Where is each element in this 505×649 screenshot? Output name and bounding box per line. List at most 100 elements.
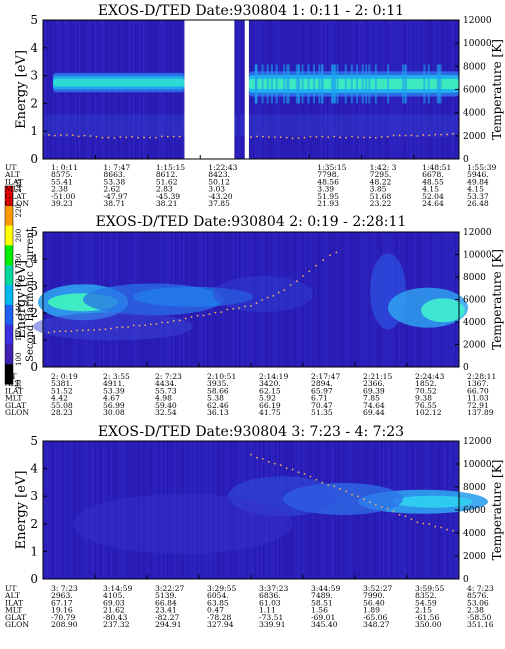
- table-cell: 350.00: [415, 620, 442, 629]
- table-cell: 39.23: [51, 199, 73, 208]
- temperature-point: [277, 291, 280, 294]
- table-cell: 5.38: [207, 394, 224, 403]
- table-cell: 51.62: [156, 177, 178, 186]
- heatmap-texture: [367, 232, 368, 367]
- table-cell: 69.39: [363, 386, 385, 395]
- heatmap-cell: [421, 298, 465, 323]
- temperature-point: [335, 251, 338, 254]
- temperature-point: [214, 311, 217, 314]
- heatmap-texture: [241, 20, 242, 159]
- table-cell: 102.12: [415, 408, 442, 417]
- heatmap-texture: [253, 232, 254, 367]
- temperature-point: [452, 132, 454, 135]
- table-cell: 51.52: [51, 386, 73, 395]
- temperature-point: [250, 453, 252, 456]
- table-cell: 2: 0:19: [51, 372, 78, 381]
- table-cell: 55.73: [155, 386, 177, 395]
- colorbar-segment: [5, 285, 13, 306]
- y-tick-label: 3: [30, 279, 38, 293]
- temperature-point: [339, 487, 342, 490]
- temperature-trace: [42, 132, 454, 140]
- temperature-point: [184, 317, 187, 320]
- y-tick-label: 3: [30, 69, 38, 83]
- table-row-label: MLT: [5, 185, 22, 194]
- temperature-point: [315, 136, 318, 138]
- temperature-point: [95, 135, 98, 138]
- temperature-point: [64, 330, 67, 333]
- temperature-point: [345, 137, 347, 139]
- table-cell: 66.70: [467, 386, 489, 395]
- table-row-label: GLON: [5, 199, 29, 208]
- table-cell: 2963.: [51, 591, 73, 600]
- table-cell: 4.67: [103, 394, 120, 403]
- temperature-point: [273, 136, 276, 139]
- table-cell: 2894.: [311, 379, 333, 388]
- table-cell: 6.71: [311, 394, 328, 403]
- heatmap-cell: [331, 64, 334, 104]
- heatmap-texture: [67, 441, 68, 579]
- y2-tick-label: 10000: [463, 251, 492, 261]
- heatmap-texture: [333, 232, 334, 367]
- temperature-point: [386, 135, 389, 138]
- table-cell: -78.28: [207, 613, 231, 622]
- temperature-point: [308, 270, 311, 273]
- table-cell: 5.92: [259, 394, 276, 403]
- y-axis-label: Energy [eV]: [14, 260, 29, 339]
- table-cell: 5946.: [467, 170, 489, 179]
- y-tick-label: 0: [30, 360, 38, 374]
- heatmap-texture: [279, 232, 280, 367]
- temperature-trace: [250, 453, 454, 532]
- table-cell: 53.06: [467, 598, 489, 607]
- table-cell: 8575.: [51, 170, 73, 179]
- temperature-point: [272, 294, 275, 297]
- table-cell: 4105.: [103, 591, 125, 600]
- temperature-point: [98, 328, 101, 331]
- y2-tick-label: 12000: [463, 437, 492, 447]
- temperature-point: [285, 136, 288, 139]
- y2-tick-label: 6000: [463, 296, 486, 306]
- temperature-point: [357, 495, 359, 498]
- table-cell: 4.15: [422, 185, 439, 194]
- table-cell: 8663.: [103, 170, 125, 179]
- heatmap-cell: [374, 64, 377, 104]
- colorbar-tick-label: 120: [15, 328, 23, 341]
- heatmap-texture: [83, 441, 84, 579]
- heatmap-cell: [270, 64, 273, 104]
- temperature-point: [261, 299, 263, 301]
- heatmap-texture: [63, 441, 64, 579]
- table-cell: 7295.: [370, 170, 392, 179]
- table-cell: 1:42: 3: [370, 163, 397, 172]
- temperature-point: [267, 136, 270, 139]
- table-cell: 2.38: [51, 185, 68, 194]
- temperature-point: [351, 135, 353, 138]
- temperature-point: [261, 135, 264, 138]
- y-tick-label: 4: [30, 41, 38, 55]
- colorbar-label: Second Harmonic Current: [25, 228, 36, 362]
- temperature-point: [295, 280, 298, 283]
- temperature-point: [329, 254, 331, 257]
- table-cell: 1:35:15: [317, 163, 346, 172]
- table-cell: 48.22: [370, 177, 392, 186]
- heatmap-texture: [75, 441, 76, 579]
- heatmap-texture: [51, 20, 52, 159]
- temperature-point: [160, 135, 163, 138]
- temperature-point: [309, 475, 312, 478]
- heatmap-cell: [313, 64, 316, 104]
- table-cell: -43.20: [208, 192, 232, 201]
- panel-title: EXOS-D/TED Date:930804 1: 0:11 - 2: 0:11: [98, 3, 404, 19]
- temperature-point: [380, 136, 383, 138]
- heatmap-texture: [267, 232, 268, 367]
- heatmap-texture: [277, 232, 278, 367]
- heatmap-texture: [297, 232, 298, 367]
- table-cell: 74.64: [363, 401, 385, 410]
- temperature-point: [446, 133, 449, 136]
- temperature-point: [59, 134, 62, 137]
- temperature-point: [302, 274, 304, 277]
- table-cell: 4.15: [467, 185, 484, 194]
- heatmap-texture: [273, 232, 274, 367]
- temperature-point: [121, 326, 124, 329]
- table-cell: 55.41: [51, 177, 73, 186]
- heatmap-texture: [73, 441, 74, 579]
- y-tick-label: 2: [30, 517, 38, 531]
